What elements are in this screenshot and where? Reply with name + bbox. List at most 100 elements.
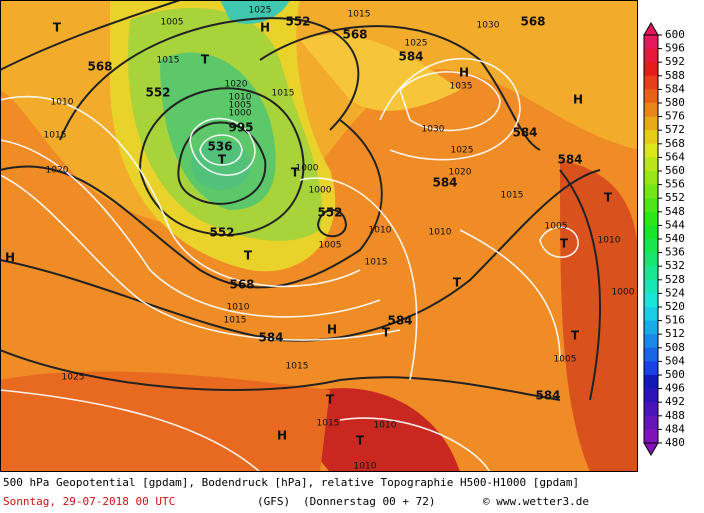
- contour-label: H: [5, 251, 15, 265]
- isobar-label: 1010: [369, 226, 392, 236]
- colorbar-segment: [644, 184, 658, 199]
- isobar-label: 1025: [451, 146, 474, 156]
- contour-label: H: [327, 323, 337, 337]
- contour-label: H: [459, 66, 469, 80]
- contour-label: T: [244, 249, 253, 263]
- contour-label: T: [560, 237, 569, 251]
- colorbar-tick-label: 500: [665, 368, 685, 381]
- colorbar-tick-label: 492: [665, 395, 685, 408]
- map-frame: [0, 0, 638, 472]
- colorbar-tick-label: 580: [665, 96, 685, 109]
- isobar-label: 1010: [229, 93, 252, 103]
- isobar-label: 1010: [374, 421, 397, 431]
- isobar-label: 1030: [422, 125, 445, 135]
- isobar-label: 1025: [405, 39, 428, 49]
- isobar-label: 1010: [51, 98, 74, 108]
- colorbar-segment: [644, 279, 658, 294]
- colorbar-tick-label: 512: [665, 327, 685, 340]
- colorbar-segment: [644, 266, 658, 281]
- colorbar-segment: [644, 239, 658, 254]
- colorbar-segment: [644, 116, 658, 131]
- contour-label: H: [573, 93, 583, 107]
- colorbar-segment: [644, 334, 658, 349]
- colorbar-tick-label: 508: [665, 341, 685, 354]
- contour-label: 584: [512, 126, 537, 140]
- contour-label: T: [201, 53, 210, 67]
- contour-label: H: [277, 429, 287, 443]
- isobar-label: 1015: [157, 56, 180, 66]
- colorbar-segment: [644, 48, 658, 63]
- colorbar-tick-label: 504: [665, 354, 685, 367]
- colorbar-segment: [644, 75, 658, 90]
- isobar-label: 1015: [317, 419, 340, 429]
- colorbar-segment: [644, 198, 658, 213]
- contour-label: 568: [342, 28, 367, 42]
- colorbar-segment: [644, 35, 658, 50]
- isobar-label: 1005: [545, 222, 568, 232]
- isobar-label: 1020: [46, 166, 69, 176]
- colorbar-segment: [644, 143, 658, 158]
- contour-label: 584: [432, 176, 457, 190]
- colorbar-segment: [644, 361, 658, 376]
- isobar-label: 1015: [348, 10, 371, 20]
- colorbar-segment: [644, 171, 658, 186]
- colorbar-tick-label: 576: [665, 110, 685, 123]
- isobar-label: 1000: [612, 288, 635, 298]
- colorbar-segment: [644, 103, 658, 118]
- map: 552 568 568 568 552 584 536 552 552 568 584 584 584 5…: [0, 0, 638, 472]
- colorbar-tick-label: 488: [665, 409, 685, 422]
- colorbar-bottom-arrow: [643, 442, 659, 456]
- forecast: (Donnerstag 00 + 72): [303, 495, 435, 508]
- colorbar-tick-label: 556: [665, 178, 685, 191]
- contour-label: 584: [557, 153, 582, 167]
- colorbar-tick-label: 524: [665, 286, 685, 299]
- colorbar-segment: [644, 307, 658, 322]
- contour-label: 584: [387, 314, 412, 328]
- isobar-label: 1015: [44, 131, 67, 141]
- isobar-label: 1010: [227, 303, 250, 313]
- contour-label: 995: [228, 121, 253, 135]
- isobar-label: 1005: [554, 355, 577, 365]
- colorbar-tick-label: 516: [665, 314, 685, 327]
- contour-label: 584: [535, 389, 560, 403]
- contour-label: T: [571, 329, 580, 343]
- colorbar-tick-label: 552: [665, 191, 685, 204]
- isobar-label: 1015: [365, 258, 388, 268]
- colorbar-segment: [644, 320, 658, 335]
- colorbar-tick-label: 528: [665, 273, 685, 286]
- colorbar-tick-label: 564: [665, 150, 685, 163]
- contour-label: 568: [229, 278, 254, 292]
- contour-label: 552: [285, 15, 310, 29]
- colorbar-tick-label: 484: [665, 422, 685, 435]
- isobar-label: 1025: [249, 6, 272, 16]
- isobar-label: 1015: [272, 89, 295, 99]
- colorbar-tick-label: 544: [665, 218, 685, 231]
- credit: © www.wetter3.de: [483, 495, 589, 508]
- date: Sonntag, 29-07-2018 00 UTC: [3, 495, 175, 508]
- contour-label: 552: [145, 86, 170, 100]
- colorbar-tick-label: 480: [665, 436, 685, 449]
- contour-label: 536: [207, 140, 232, 154]
- colorbar-segment: [644, 429, 658, 444]
- description: 500 hPa Geopotential [gpdam], Bodendruck…: [3, 476, 579, 489]
- isobar-label: 1000: [309, 186, 332, 196]
- colorbar-segment: [644, 293, 658, 308]
- colorbar-tick-label: 596: [665, 42, 685, 55]
- model: (GFS): [257, 495, 290, 508]
- colorbar-top-arrow: [643, 22, 659, 36]
- contour-label: T: [291, 166, 300, 180]
- contour-label: T: [53, 21, 62, 35]
- colorbar-tick-label: 496: [665, 382, 685, 395]
- colorbar-segment: [644, 157, 658, 172]
- colorbar-segment: [644, 225, 658, 240]
- colorbar-segment: [644, 402, 658, 417]
- contour-label: 552: [317, 206, 342, 220]
- contour-label: T: [453, 276, 462, 290]
- isobar-label: 1005: [161, 18, 184, 28]
- contour-label: 552: [209, 226, 234, 240]
- isobar-label: 1000: [296, 164, 319, 174]
- colorbar: 6005965925885845805765725685645605565525…: [643, 22, 685, 456]
- colorbar-tick-label: 560: [665, 164, 685, 177]
- isobar-label: 1030: [477, 21, 500, 31]
